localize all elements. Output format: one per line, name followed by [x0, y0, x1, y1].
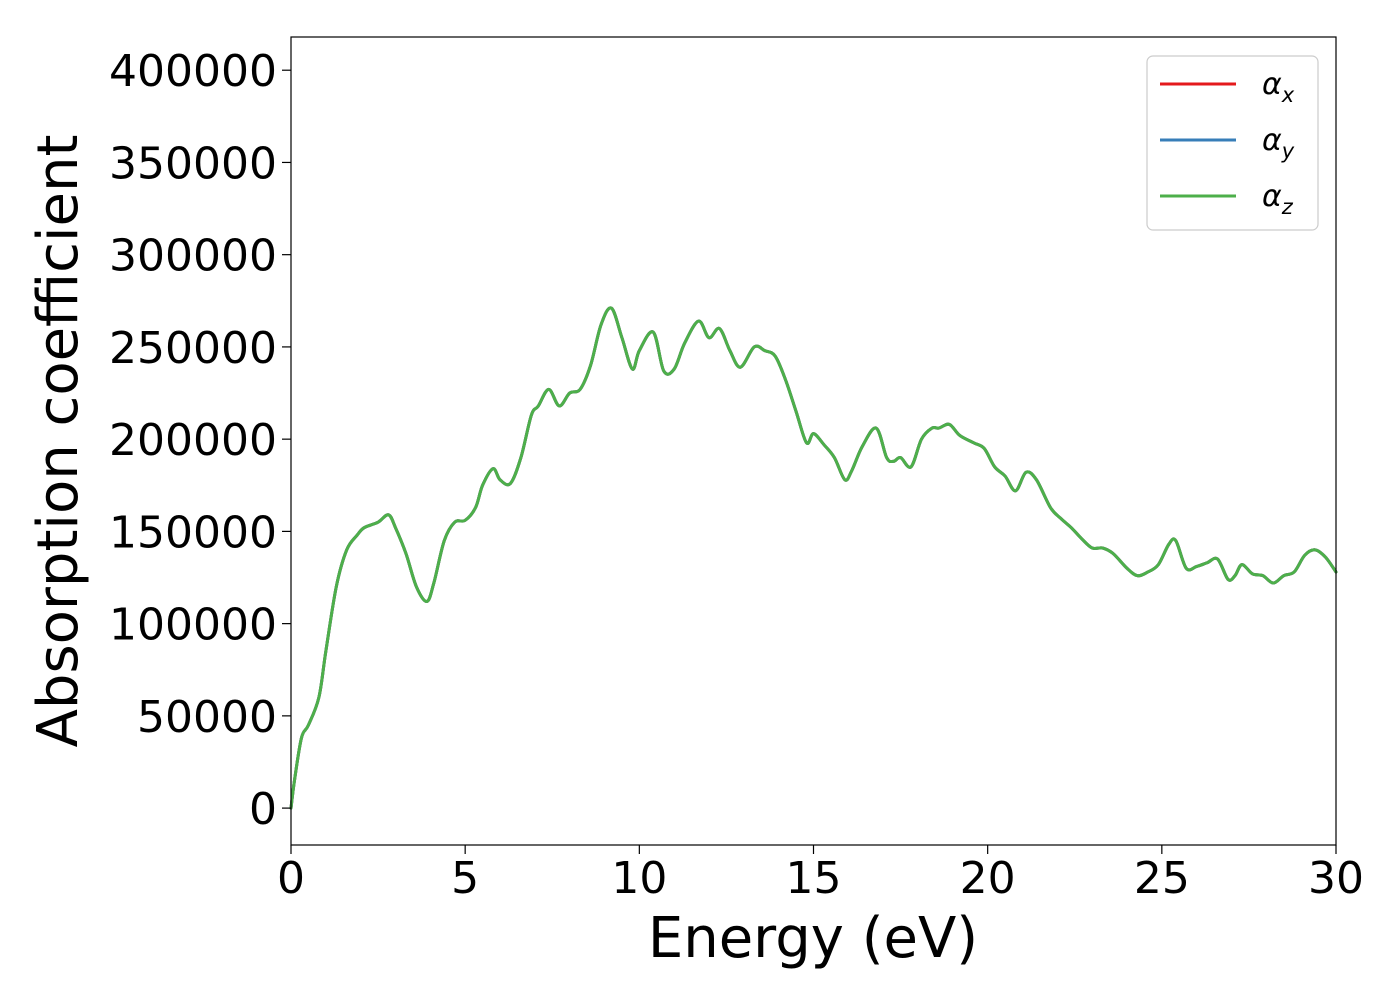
series-line-z [289, 306, 1338, 810]
x-tick-label: 20 [960, 853, 1016, 904]
legend-label-z: αz [1262, 179, 1294, 219]
y-tick-label: 200000 [109, 415, 277, 466]
y-tick-label: 400000 [109, 46, 277, 97]
x-tick-label: 15 [786, 853, 842, 904]
x-tick-label: 25 [1134, 853, 1190, 904]
y-axis-label: Absorption coefficient [26, 135, 91, 748]
y-tick-label: 50000 [137, 692, 277, 743]
y-tick-label: 100000 [109, 600, 277, 651]
legend-label-y: αy [1262, 123, 1295, 163]
series-line-y [289, 306, 1338, 810]
x-tick-label: 5 [451, 853, 479, 904]
y-axis-ticks: 0 50000 100000 150000 200000 250000 300000 3500… [109, 46, 291, 835]
legend-label-x: αx [1262, 67, 1295, 107]
x-axis-label: Energy (eV) [648, 906, 978, 971]
x-tick-label: 0 [277, 853, 305, 904]
legend-box [1146, 55, 1319, 231]
y-tick-label: 300000 [109, 231, 277, 282]
y-tick-label: 350000 [109, 138, 277, 189]
series-lines [289, 306, 1338, 810]
x-axis-ticks: 0 5 10 15 20 25 30 [277, 845, 1364, 904]
x-tick-label: 10 [611, 853, 667, 904]
series-line-x [289, 306, 1338, 810]
x-tick-label: 30 [1308, 853, 1364, 904]
y-tick-label: 150000 [109, 507, 277, 558]
legend: αx αy αz [1146, 55, 1319, 231]
y-tick-label: 250000 [109, 323, 277, 374]
y-tick-label: 0 [249, 784, 277, 835]
